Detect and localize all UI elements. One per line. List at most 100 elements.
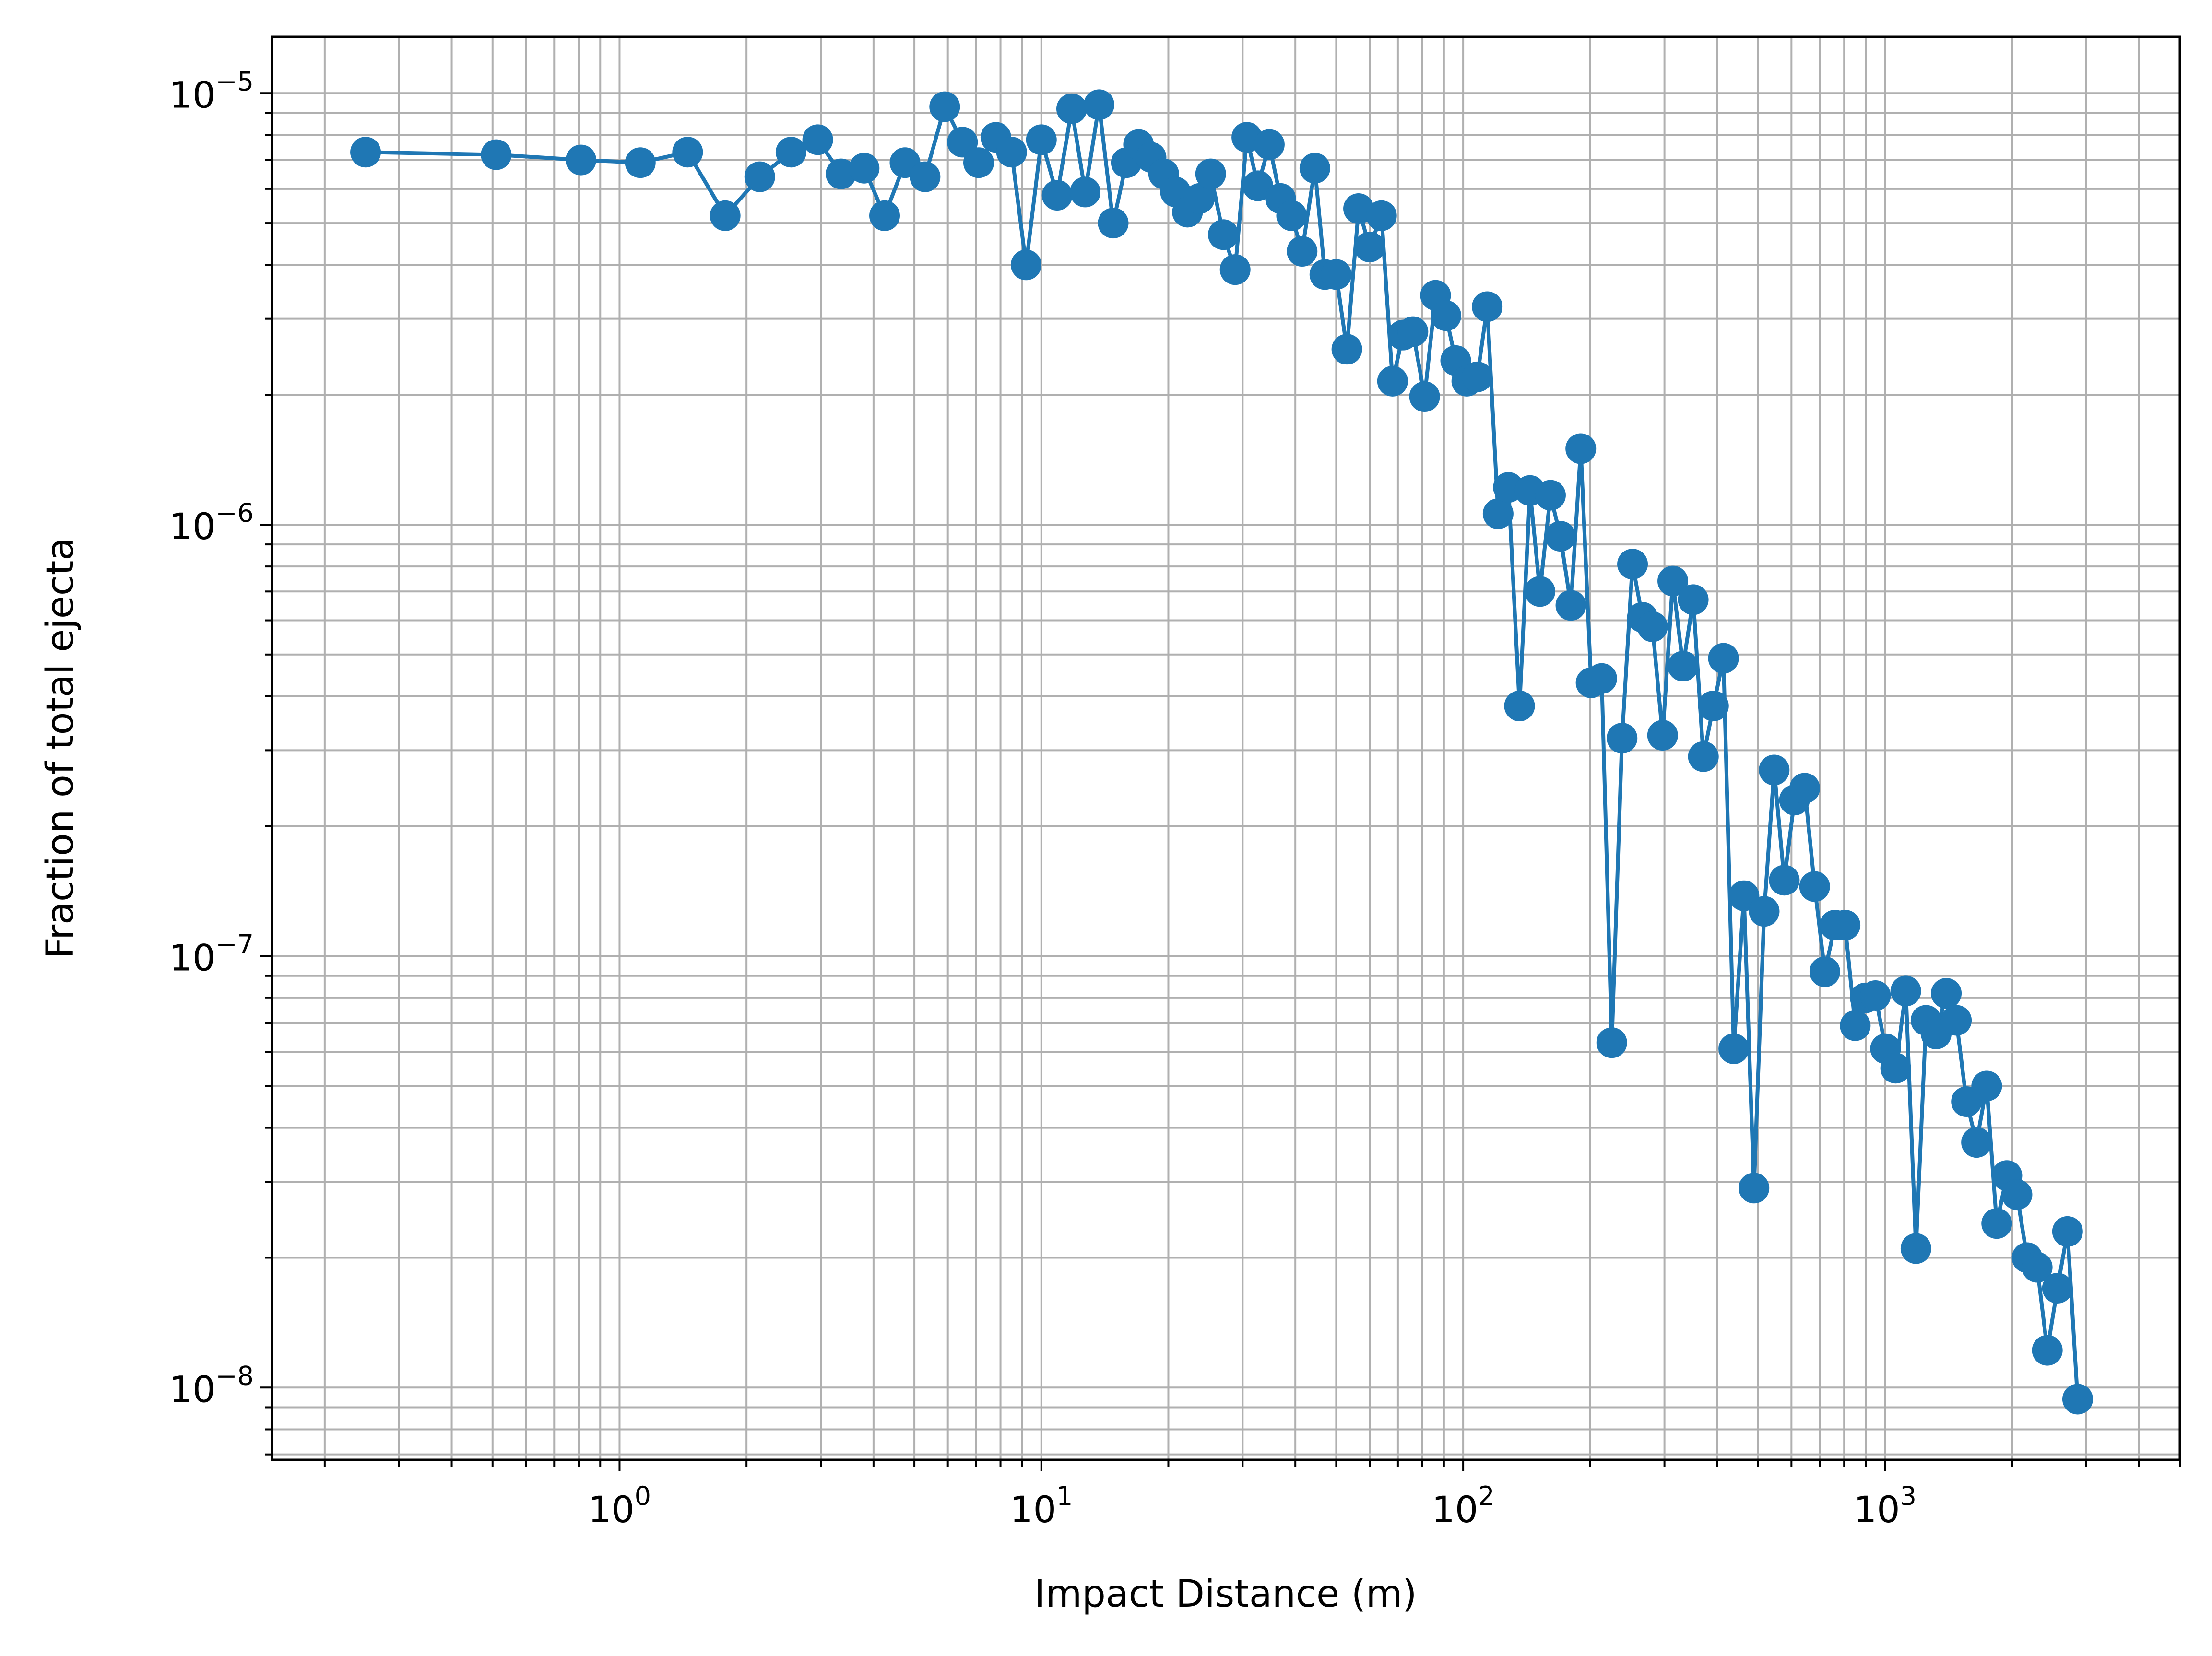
data-point xyxy=(1377,365,1408,397)
y-tick-label: 10−5 xyxy=(169,66,254,116)
data-point xyxy=(1617,549,1648,580)
data-point xyxy=(1056,93,1087,124)
data-point xyxy=(2022,1252,2053,1283)
data-point xyxy=(1354,232,1385,263)
data-point xyxy=(744,161,775,192)
y-axis-title: Fraction of total ejecta xyxy=(39,538,82,959)
data-point xyxy=(1647,720,1678,751)
data-point xyxy=(849,153,880,184)
data-point xyxy=(1431,300,1462,331)
data-point xyxy=(1657,565,1689,597)
data-point xyxy=(1981,1208,2012,1239)
data-point xyxy=(1637,611,1668,642)
data-point xyxy=(1931,978,1962,1009)
data-point xyxy=(1718,1033,1750,1064)
data-point xyxy=(2042,1272,2073,1304)
data-point xyxy=(1860,980,1891,1011)
data-point xyxy=(1184,183,1215,214)
data-point xyxy=(1830,909,1861,940)
data-point xyxy=(1195,158,1226,189)
y-tick-label: 10−8 xyxy=(169,1361,254,1410)
data-point xyxy=(1219,254,1251,285)
ticks xyxy=(260,92,2181,1471)
data-point xyxy=(1026,124,1057,155)
data-point xyxy=(710,200,741,231)
data-point xyxy=(1840,1010,1871,1041)
data-point xyxy=(1759,754,1790,786)
data-point xyxy=(1555,590,1586,621)
grid xyxy=(272,37,2181,1460)
x-tick-label: 100 xyxy=(588,1481,651,1531)
data-point xyxy=(1688,741,1719,772)
data-point xyxy=(1098,208,1129,239)
data-point xyxy=(1900,1233,1931,1264)
data-point xyxy=(1535,480,1566,511)
data-point xyxy=(826,158,857,189)
data-point xyxy=(1596,1027,1627,1058)
data-point xyxy=(2052,1216,2083,1247)
data-point xyxy=(1890,975,1921,1007)
data-point xyxy=(1366,200,1397,231)
x-tick-label: 101 xyxy=(1010,1481,1073,1531)
data-point xyxy=(1083,89,1114,120)
data-point xyxy=(1070,176,1101,208)
data-point xyxy=(481,139,512,170)
data-point xyxy=(1041,180,1073,211)
data-point xyxy=(1276,200,1307,231)
data-point xyxy=(1504,691,1535,722)
data-point xyxy=(1586,663,1617,694)
data-point xyxy=(929,91,960,122)
plot-frame xyxy=(271,35,2181,1461)
data-point xyxy=(1321,259,1352,290)
x-tick-label: 102 xyxy=(1432,1481,1495,1531)
data-point xyxy=(775,137,806,168)
data-point xyxy=(1698,691,1729,722)
x-axis-title: Impact Distance (m) xyxy=(1034,1573,1417,1616)
data-point xyxy=(996,137,1027,168)
data-point xyxy=(1961,1127,1992,1158)
x-tick-label: 103 xyxy=(1854,1481,1916,1531)
data-point xyxy=(1482,498,1514,529)
data-point xyxy=(625,147,656,178)
data-point xyxy=(1769,865,1800,896)
data-point xyxy=(2001,1179,2033,1210)
y-tick-label: 10−7 xyxy=(169,929,254,979)
data-point xyxy=(1208,219,1239,250)
data-point xyxy=(2062,1384,2093,1415)
data-point xyxy=(1545,521,1576,552)
data-point xyxy=(1971,1070,2002,1102)
data-point xyxy=(565,144,596,176)
data-point xyxy=(910,161,941,192)
data-point xyxy=(672,137,703,168)
tick-labels: 100 101 102 103 10−5 10−6 10−7 10−8 xyxy=(169,66,1916,1531)
data-point xyxy=(1739,1173,1770,1204)
data-point xyxy=(1678,584,1709,615)
data-point xyxy=(1462,361,1493,392)
data-point xyxy=(869,200,900,231)
data-point xyxy=(1668,650,1699,681)
data-point xyxy=(1749,896,1780,927)
data-point xyxy=(1010,249,1041,281)
data-point xyxy=(963,147,994,178)
data-point xyxy=(802,124,833,155)
data-point xyxy=(1472,291,1503,322)
data-point xyxy=(1397,316,1429,347)
data-point xyxy=(1409,381,1440,412)
data-point xyxy=(1799,871,1830,902)
data-point xyxy=(1242,170,1274,201)
data-point xyxy=(947,127,978,158)
data-point xyxy=(1607,723,1638,754)
data-point xyxy=(1789,773,1820,804)
data-point xyxy=(1524,576,1555,607)
data-point xyxy=(1565,433,1597,464)
data-point xyxy=(1331,334,1362,365)
data-point xyxy=(1880,1053,1911,1084)
data-point xyxy=(1708,643,1739,674)
data-point xyxy=(350,137,381,168)
data-point xyxy=(1287,236,1318,267)
data-point xyxy=(1941,1005,1972,1036)
y-tick-label: 10−6 xyxy=(169,498,254,548)
data-point xyxy=(1809,956,1840,987)
data-point xyxy=(1254,129,1285,160)
data-point xyxy=(1299,153,1330,184)
